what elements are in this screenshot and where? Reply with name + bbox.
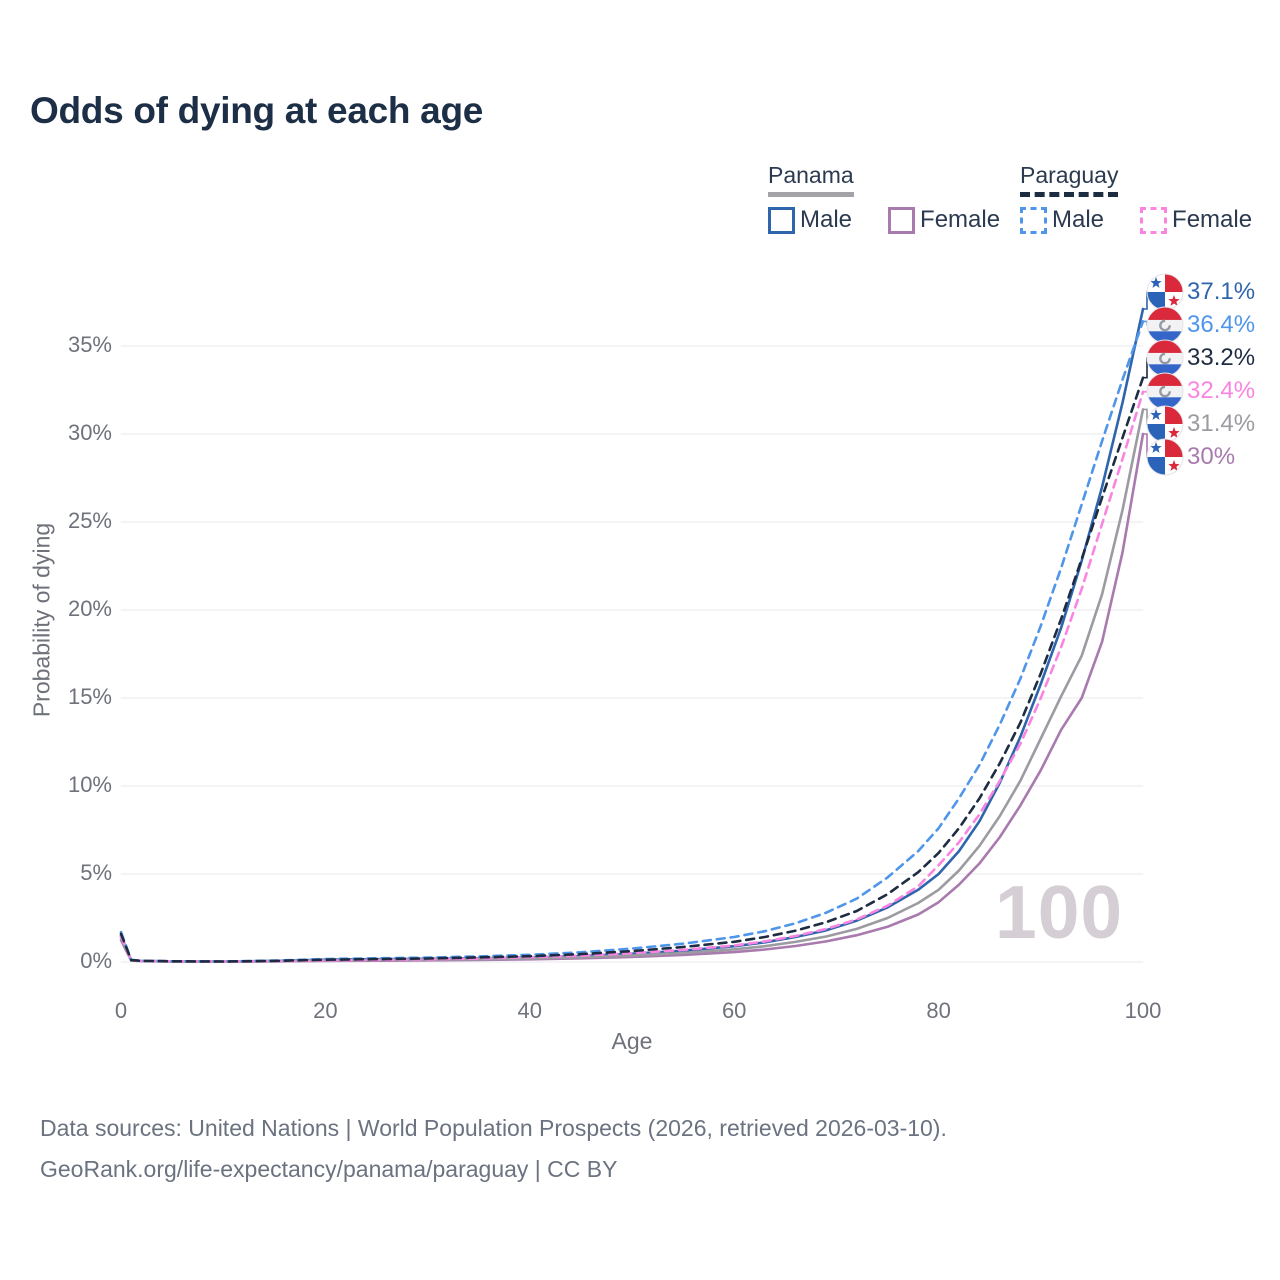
legend-group-paraguay: Paraguay Male Female xyxy=(1020,162,1252,234)
y-tick-label: 25% xyxy=(67,508,112,533)
chart-title: Odds of dying at each age xyxy=(30,90,484,131)
paraguay-female-swatch-icon xyxy=(1140,206,1168,234)
y-tick-label: 15% xyxy=(67,684,112,709)
legend-item-label: Male xyxy=(800,206,853,233)
series-line-paraguay-female[interactable] xyxy=(119,390,1145,963)
x-tick-label: 20 xyxy=(313,998,338,1023)
legend-header-panama[interactable]: Panama xyxy=(768,162,854,197)
x-tick-label: 60 xyxy=(721,998,747,1023)
series-line-paraguay-male[interactable] xyxy=(119,320,1145,963)
y-tick-label: 10% xyxy=(67,772,112,797)
y-tick-label: 35% xyxy=(67,332,112,357)
legend-item-label: Female xyxy=(920,206,1001,233)
legend-item-paraguay-female[interactable]: Female xyxy=(1140,206,1252,234)
legend-item-label: Male xyxy=(1052,206,1105,233)
series-line-paraguay[interactable] xyxy=(119,376,1145,963)
footer-attribution-link[interactable]: GeoRank.org/life-expectancy/panama/parag… xyxy=(40,1156,618,1183)
series-line-panama[interactable] xyxy=(119,408,1145,963)
panama-flag-icon xyxy=(1146,438,1184,476)
legend-group-panama: Panama Male Female xyxy=(768,162,1000,234)
paraguay-flag-icon xyxy=(1146,306,1184,344)
legend-item-label: Female xyxy=(1172,206,1253,233)
y-tick-label: 0% xyxy=(80,948,112,973)
paraguay-flag-icon xyxy=(1146,339,1184,377)
legend-header-paraguay[interactable]: Paraguay xyxy=(1020,162,1119,197)
y-tick-label: 5% xyxy=(80,860,112,885)
x-tick-label: 80 xyxy=(926,998,951,1023)
x-tick-label: 40 xyxy=(517,998,543,1023)
x-tick-label: 100 xyxy=(1124,998,1162,1023)
x-axis-title: Age xyxy=(611,1028,653,1054)
end-value-label-panama: 31.4% xyxy=(1187,410,1256,437)
series-line-panama-male[interactable] xyxy=(119,307,1145,963)
line-chart-canvas xyxy=(119,273,1184,963)
end-value-label-paraguay-female: 32.4% xyxy=(1187,377,1256,404)
watermark-max-age: 100 xyxy=(995,870,1124,954)
x-tick-label: 0 xyxy=(114,998,128,1023)
legend-item-panama-male[interactable]: Male xyxy=(768,206,852,234)
footer: Data sources: United Nations | World Pop… xyxy=(40,1108,947,1191)
paraguay-male-swatch-icon xyxy=(1020,206,1047,234)
panama-flag-icon xyxy=(1146,405,1184,443)
end-value-label-panama-female: 30% xyxy=(1187,443,1236,470)
paraguay-flag-icon xyxy=(1146,372,1184,410)
legend-item-panama-female[interactable]: Female xyxy=(888,206,1000,234)
end-value-label-paraguay-male: 36.4% xyxy=(1187,311,1256,338)
legend: Panama Male Female Paraguay Male Female xyxy=(0,162,1280,242)
panama-flag-icon xyxy=(1146,273,1184,311)
footer-data-sources: Data sources: United Nations | World Pop… xyxy=(40,1115,947,1141)
end-value-label-panama-male: 37.1% xyxy=(1187,278,1256,305)
y-tick-label: 20% xyxy=(67,596,112,621)
y-tick-label: 30% xyxy=(67,420,112,445)
end-value-label-paraguay: 33.2% xyxy=(1187,344,1256,371)
panama-male-swatch-icon xyxy=(768,206,795,234)
panama-female-swatch-icon xyxy=(888,206,916,234)
legend-item-paraguay-male[interactable]: Male xyxy=(1020,206,1104,234)
